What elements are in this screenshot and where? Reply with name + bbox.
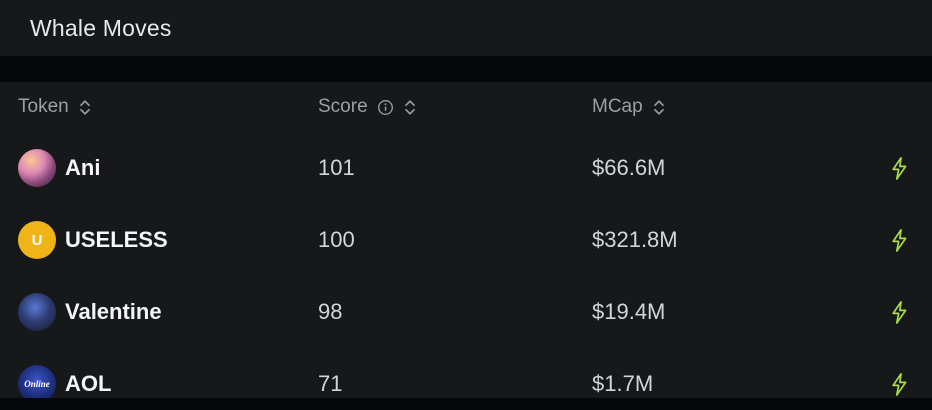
token-avatar (18, 293, 56, 331)
table-row[interactable]: Online AOL 71 $1.7M (0, 348, 932, 398)
score-value: 101 (318, 155, 355, 180)
score-value: 100 (318, 227, 355, 252)
mcap-value: $66.6M (592, 155, 666, 180)
table-header-row: Token Score (0, 82, 932, 132)
token-avatar: U (18, 221, 56, 259)
score-value: 98 (318, 299, 343, 324)
table-row[interactable]: Ani 101 $66.6M (0, 132, 932, 204)
mcap-column-label: MCap (592, 96, 643, 117)
widget-header: Whale Moves (0, 0, 932, 56)
avatar-glyph: Online (24, 379, 50, 389)
mcap-value: $321.8M (592, 227, 678, 252)
sort-icon[interactable] (652, 99, 666, 116)
page-title: Whale Moves (30, 14, 172, 41)
lightning-icon[interactable] (889, 372, 910, 397)
score-column-label: Score (318, 96, 368, 117)
token-avatar: Online (18, 365, 56, 398)
column-header-token[interactable]: Token (18, 96, 92, 118)
mcap-value: $1.7M (592, 371, 654, 396)
lightning-icon[interactable] (889, 228, 910, 253)
token-column-label: Token (18, 96, 69, 117)
token-cell: Online AOL (18, 365, 318, 398)
score-value: 71 (318, 371, 343, 396)
token-cell: Valentine (18, 293, 318, 331)
token-name: Valentine (65, 299, 162, 324)
table-row[interactable]: U USELESS 100 $321.8M (0, 204, 932, 276)
column-header-mcap[interactable]: MCap (592, 96, 666, 118)
avatar-glyph: U (31, 231, 43, 249)
lightning-icon[interactable] (889, 300, 910, 325)
token-avatar (18, 149, 56, 187)
table-row[interactable]: Valentine 98 $19.4M (0, 276, 932, 348)
token-name: AOL (65, 371, 112, 396)
info-icon[interactable] (377, 99, 394, 116)
mcap-value: $19.4M (592, 299, 666, 324)
column-header-score[interactable]: Score (318, 96, 417, 118)
whale-moves-table: Token Score (0, 82, 932, 398)
token-cell: Ani (18, 149, 318, 187)
sort-icon[interactable] (78, 99, 92, 116)
token-name: Ani (65, 155, 101, 180)
token-cell: U USELESS (18, 221, 318, 259)
token-name: USELESS (65, 227, 168, 252)
sort-icon[interactable] (403, 99, 417, 116)
lightning-icon[interactable] (889, 156, 910, 181)
